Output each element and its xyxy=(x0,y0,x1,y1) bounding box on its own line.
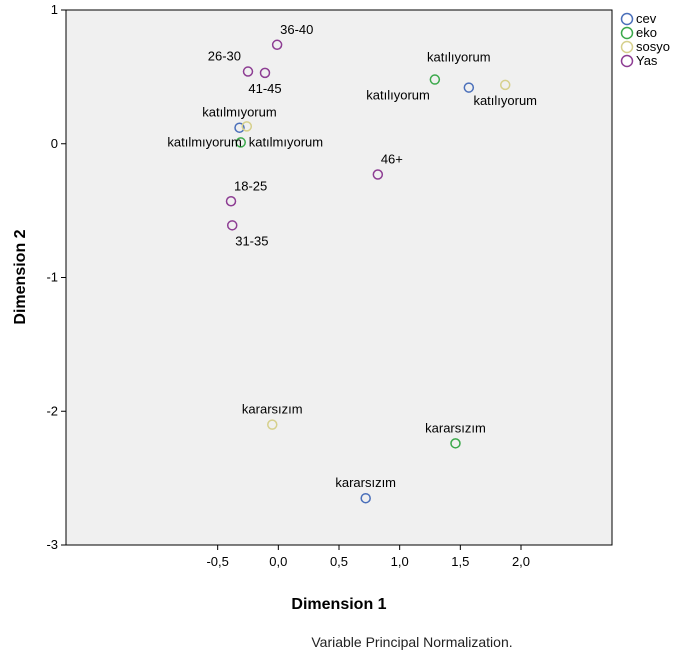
point-sosyo xyxy=(241,121,253,132)
legend-marker xyxy=(620,26,634,40)
point-label: 46+ xyxy=(381,152,403,167)
point-label: katılmıyorum xyxy=(249,134,323,149)
point-yas xyxy=(242,66,254,77)
point-label: katılmıyorum xyxy=(202,105,276,120)
point-label: kararsızım xyxy=(425,420,486,435)
point-label: katılıyorum xyxy=(366,88,430,103)
legend-label: Yas xyxy=(636,53,658,68)
point-yas xyxy=(271,39,283,51)
legend-label: cev xyxy=(636,11,657,26)
point-yas xyxy=(372,169,384,180)
x-tick-label: 0,0 xyxy=(269,554,287,569)
point-label: 26-30 xyxy=(208,49,241,64)
point-label: katılmıyorum xyxy=(167,134,241,149)
point-label: 36-40 xyxy=(280,22,313,37)
x-tick-label: 1,0 xyxy=(391,554,409,569)
point-label: kararsızım xyxy=(242,402,303,417)
point-cev xyxy=(463,82,475,93)
legend-marker xyxy=(620,12,634,26)
point-eko xyxy=(450,438,461,449)
legend-label: eko xyxy=(636,25,657,40)
point-label: katılıyorum xyxy=(427,50,491,65)
point-sosyo xyxy=(499,79,511,91)
x-axis-title: Dimension 1 xyxy=(291,596,386,613)
x-tick-label: 2,0 xyxy=(512,554,530,569)
y-axis: 1 0 -1 -2 -3 xyxy=(46,2,66,552)
point-label: 41-45 xyxy=(248,81,281,96)
x-tick-label: 1,5 xyxy=(451,554,469,569)
y-axis-title: Dimension 2 xyxy=(12,229,29,324)
point-cev xyxy=(360,492,371,504)
y-tick-label: 1 xyxy=(51,2,58,17)
point-sosyo xyxy=(267,419,278,430)
point-yas xyxy=(259,67,271,79)
data-points: katılmıyorum kararsızım katılıyorum katılmı… xyxy=(167,22,537,504)
point-eko xyxy=(429,74,441,85)
point-label: 31-35 xyxy=(235,233,268,248)
legend-marker xyxy=(620,40,634,54)
y-tick-label: -3 xyxy=(46,537,58,552)
point-eko xyxy=(235,137,246,148)
point-label: 18-25 xyxy=(234,178,267,193)
legend-label: sosyo xyxy=(636,39,670,54)
plot-area xyxy=(65,9,613,546)
y-tick-label: -2 xyxy=(46,403,58,418)
legend-marker xyxy=(620,54,634,68)
point-label: kararsızım xyxy=(335,475,396,490)
point-yas xyxy=(225,196,237,207)
x-tick-label: -0,5 xyxy=(206,554,228,569)
footnote: Variable Principal Normalization. xyxy=(311,634,512,650)
point-yas xyxy=(226,220,238,231)
x-tick-label: 0,5 xyxy=(330,554,348,569)
y-tick-label: 0 xyxy=(51,136,58,151)
point-cev xyxy=(234,122,245,133)
y-tick-label: -1 xyxy=(46,270,58,285)
x-axis: -0,5 0,0 0,5 1,0 1,5 2,0 xyxy=(206,545,530,569)
point-label: katılıyorum xyxy=(473,93,537,108)
